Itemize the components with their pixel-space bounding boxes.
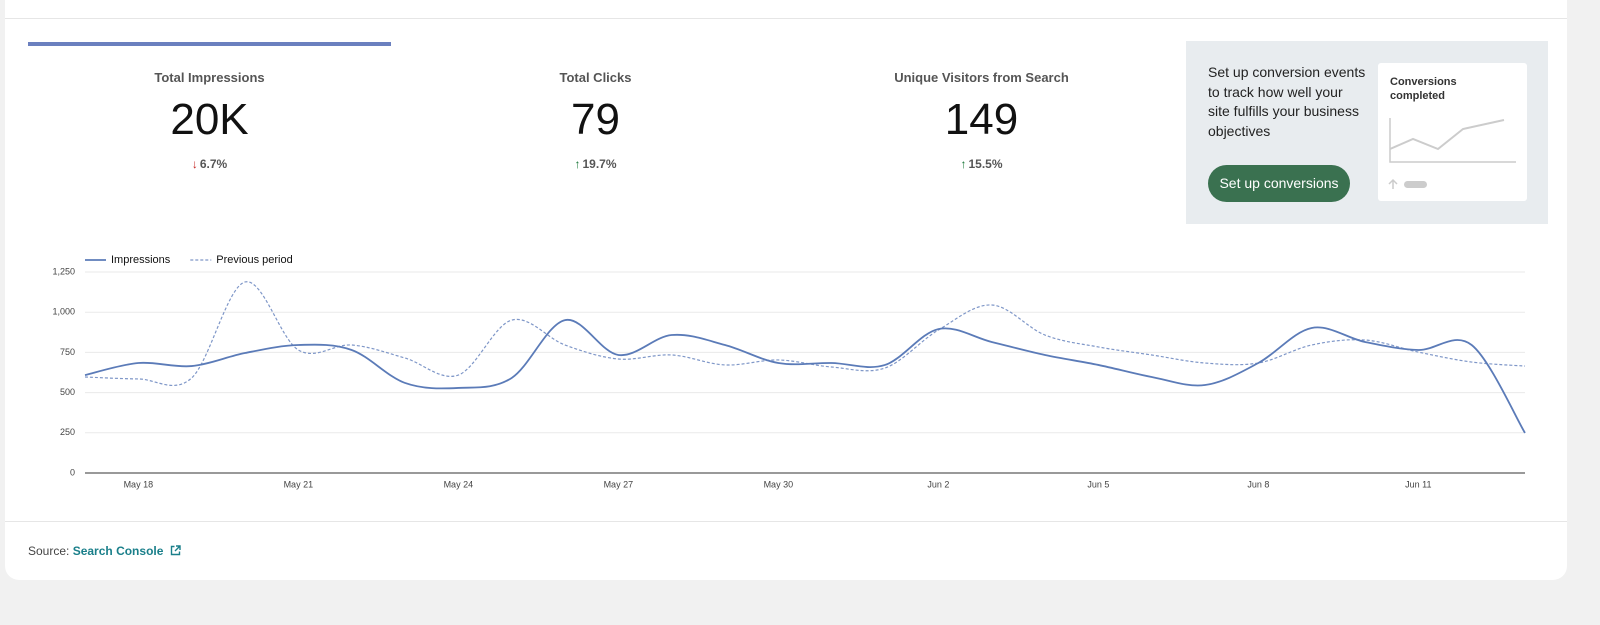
change-arrow: ↓ [191,157,198,171]
x-tick-label: May 24 [444,479,474,489]
x-tick-label: Jun 2 [927,479,949,489]
series-line [84,281,1526,387]
source-label: Source: [28,544,70,558]
change-text: 19.7% [582,157,617,171]
divider [5,18,1567,19]
y-tick-label: 750 [60,347,75,357]
change-arrow: ↑ [960,157,967,171]
series-line [84,319,1526,434]
preview-title: Conversions completed [1390,76,1457,102]
x-tick-label: May 21 [284,479,314,489]
y-tick-label: 0 [70,467,75,477]
x-tick-label: May 18 [124,479,154,489]
chart: 0 250 500 750 1,000 1,250 May 18 May 21 May 24 Ma… [52,254,1526,489]
change-text: 15.5% [968,157,1003,171]
y-tick-label: 500 [60,387,75,397]
legend-label: Previous period [216,254,292,266]
setup-button[interactable]: Set up conversions [1208,165,1350,202]
x-tick-label: Jun 5 [1087,479,1109,489]
promo-text: Set up conversion events to track how we… [1208,64,1366,139]
divider [5,521,1567,522]
active-indicator [28,42,391,46]
metric-value: 149 [944,95,1019,144]
x-tick-label: May 27 [604,479,634,489]
metric-value: 79 [571,95,620,144]
metric-change: ↑ 19.7% [414,157,777,171]
legend-label: Impressions [111,254,171,266]
source-link-text: Search Console [72,544,164,558]
source-link[interactable]: Search Console [73,544,181,558]
x-tick-label: Jun 8 [1247,479,1269,489]
y-tick-label: 1,000 [52,307,75,317]
metric-label: Unique Visitors from Search [894,70,1069,85]
source: Source: Search Console [28,544,181,558]
metric-tab[interactable]: Total Clicks 79 ↑ 19.7% [414,42,777,171]
x-tick-label: May 30 [764,479,794,489]
x-tick-label: Jun 11 [1405,479,1431,489]
metric-label: Total Impressions [154,70,265,85]
change-arrow: ↑ [574,157,581,171]
metric-tab[interactable]: Unique Visitors from Search 149 ↑ 15.5% [800,42,1163,171]
external-icon [170,545,181,556]
metric-change: ↓ 6.7% [28,157,391,171]
metric-tab[interactable]: Total Impressions 20K ↓ 6.7% [28,42,391,171]
metric-change: ↑ 15.5% [800,157,1163,171]
y-tick-label: 1,250 [52,266,75,276]
change-text: 6.7% [199,157,228,171]
y-tick-label: 250 [60,427,75,437]
metric-label: Total Clicks [559,70,632,85]
promo-panel: Set up conversion events to track how we… [1186,41,1548,224]
preview-illustration [1388,118,1516,189]
preview-card: Conversions completed [1378,63,1527,201]
metric-value: 20K [170,95,249,144]
